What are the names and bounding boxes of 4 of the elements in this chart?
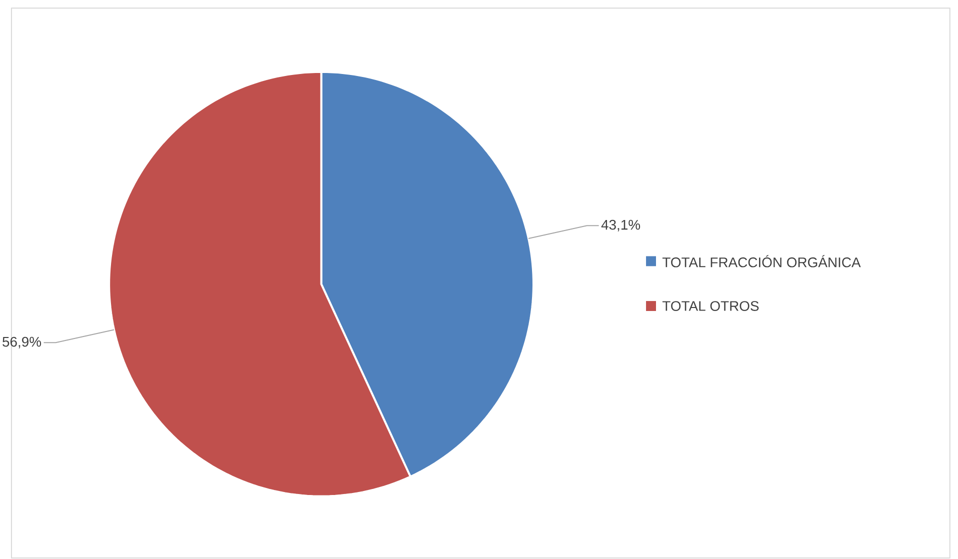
data-label: 56,9% [2,336,42,348]
data-label: 43,1% [601,220,640,232]
legend-label: TOTAL OTROS [662,300,759,311]
legend-label: TOTAL FRACCIÓN ORGÁNICA [662,254,861,268]
